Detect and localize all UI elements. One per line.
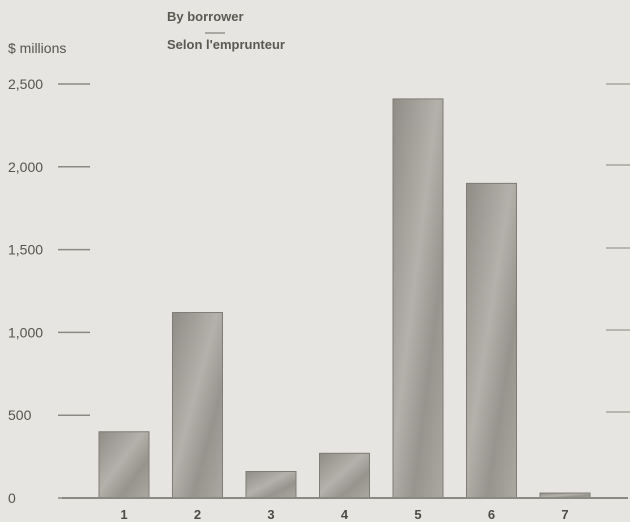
bars-group — [98, 98, 591, 499]
bar — [172, 312, 223, 499]
bar — [466, 182, 517, 499]
y-tick-label: 1,500 — [8, 242, 43, 258]
x-category-label: 1 — [120, 507, 127, 522]
chart-title: By borrower — [167, 9, 244, 24]
chart-subtitle: Selon l'emprunteur — [167, 37, 285, 52]
x-category-label: 2 — [194, 507, 201, 522]
bar — [392, 98, 444, 499]
x-category-label: 3 — [267, 507, 274, 522]
y-tick-label: 2,500 — [8, 76, 43, 92]
bar — [245, 471, 297, 499]
y-axis: 0 500 1,000 1,500 2,000 2,500 — [8, 76, 90, 506]
y-tick-label: 0 — [8, 490, 16, 506]
y-tick-label: 1,000 — [8, 324, 43, 340]
x-category-label: 6 — [488, 507, 495, 522]
bar — [98, 431, 150, 499]
y-tick-label: 500 — [8, 407, 32, 423]
bar — [319, 452, 370, 499]
x-category-label: 5 — [414, 507, 421, 522]
y-tick-label: 2,000 — [8, 159, 43, 175]
right-edge-tick-marks — [606, 83, 630, 413]
x-axis-labels: 1 2 3 4 5 6 7 — [120, 507, 568, 522]
x-category-label: 4 — [341, 507, 349, 522]
y-axis-unit-label: $ millions — [8, 40, 66, 56]
x-category-label: 7 — [561, 507, 568, 522]
